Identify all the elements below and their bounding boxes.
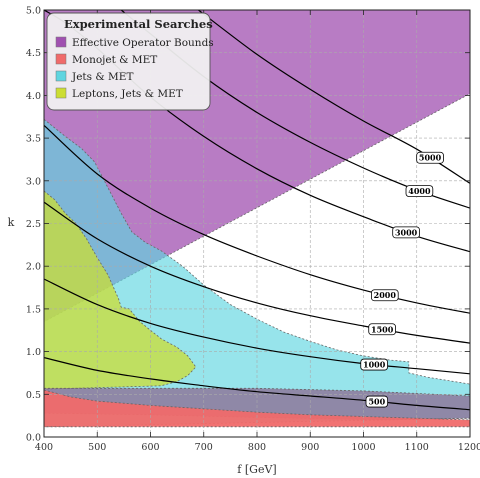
legend-title: Experimental Searches [64, 17, 213, 31]
x-tick-label: 700 [195, 442, 213, 453]
x-tick-label: 400 [35, 442, 53, 453]
y-tick-label: 0.0 [26, 433, 41, 444]
contour-label-box [416, 151, 444, 164]
y-axis: 0.0 0.5 1.0 1.5 2.0 2.5 3.0 3.5 4.0 4.5 5.0 [26, 6, 470, 444]
contour-label: 2000 [374, 290, 397, 300]
contour-label: 1500 [371, 324, 394, 334]
contour-label-box [365, 395, 389, 408]
x-tick-label: 900 [301, 442, 319, 453]
contour-label: 500 [368, 397, 385, 407]
region-2 [44, 190, 197, 390]
contour-label-box [360, 358, 388, 371]
legend-label: Effective Operator Bounds [72, 37, 214, 49]
x-tick-label: 800 [248, 442, 266, 453]
contour-line [44, 124, 470, 314]
legend-swatch [55, 87, 67, 99]
contours-layer: 500 1000 1500 2000 3000 4000 5000 [44, 10, 470, 411]
x-tick-label: 600 [141, 442, 159, 453]
y-tick-label: 0.5 [26, 390, 41, 401]
y-tick-label: 5.0 [26, 6, 41, 17]
contour-line [44, 278, 470, 375]
y-tick-label: 4.0 [26, 91, 41, 102]
legend-swatch [55, 70, 67, 82]
contour-label: 3000 [395, 227, 418, 237]
y-tick-label: 3.0 [26, 176, 41, 187]
legend-box [46, 12, 211, 111]
legend-label: Jets & MET [71, 71, 133, 83]
contour-label: 1000 [363, 360, 386, 370]
contour-line [44, 201, 470, 344]
y-tick-label: 1.0 [26, 347, 41, 358]
y-axis-title: k [8, 216, 15, 229]
x-tick-label: 1000 [351, 442, 375, 453]
contour-label-box [392, 226, 420, 239]
contour-label-box [368, 323, 396, 336]
y-tick-label: 2.0 [26, 262, 41, 273]
x-tick-label: 500 [88, 442, 106, 453]
x-tick-label: 1200 [458, 442, 480, 453]
contour-label-box [405, 185, 434, 197]
y-tick-label: 1.5 [26, 304, 41, 315]
legend-swatch [55, 53, 67, 65]
y-tick-label: 3.5 [26, 134, 41, 145]
x-axis-title: f [GeV] [237, 463, 276, 476]
contour-line [198, 10, 470, 184]
contour-line [44, 357, 470, 411]
contour-label: 5000 [419, 153, 442, 163]
legend: Experimental Searches Effective Operator … [46, 12, 214, 111]
legend-label: Monojet & MET [72, 54, 157, 66]
contour-label: 4000 [408, 186, 431, 196]
y-tick-label: 4.5 [26, 48, 41, 59]
x-tick-label: 1100 [405, 442, 429, 453]
y-tick-label: 2.5 [26, 219, 41, 230]
legend-swatch [55, 36, 67, 48]
legend-label: Leptons, Jets & MET [72, 88, 183, 100]
x-axis: 400 500 600 700 800 900 1000 1100 1200 [35, 10, 480, 453]
contour-label-box [370, 289, 399, 302]
